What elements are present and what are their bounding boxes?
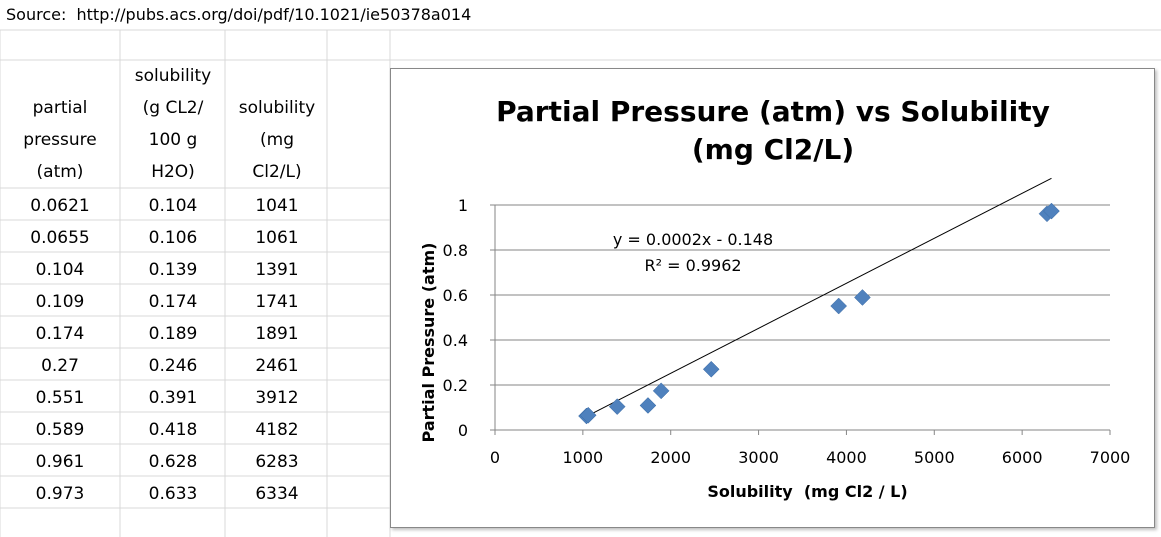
table-cell[interactable]: 3912	[255, 388, 299, 408]
table-cell[interactable]: 0.589	[35, 420, 85, 440]
table-cell[interactable]: 0.246	[148, 356, 198, 376]
data-point[interactable]	[854, 289, 871, 306]
table-cell[interactable]: 6283	[255, 452, 299, 472]
table-header-line: solubility	[238, 98, 316, 118]
table-cell[interactable]: 0.109	[35, 292, 85, 312]
y-tick-label: 0.2	[443, 376, 468, 395]
table-header-line: pressure	[23, 130, 97, 150]
plot-axes	[490, 204, 1111, 435]
y-tick-label: 1	[458, 196, 468, 215]
data-point[interactable]	[652, 382, 670, 400]
table-header-line: solubility	[134, 66, 212, 86]
table-cell[interactable]: 0.104	[148, 196, 198, 216]
y-tick-label: 0.4	[443, 331, 468, 350]
table-header-line: (atm)	[36, 162, 84, 182]
x-tick-label: 0	[490, 448, 500, 467]
x-tick-label: 6000	[1002, 448, 1043, 467]
x-axis-label: Solubility (mg Cl2 / L)	[707, 482, 907, 501]
data-point[interactable]	[1043, 202, 1060, 220]
x-tick-label: 2000	[650, 448, 691, 467]
scatter-chart: Partial Pressure (atm) vs Solubility (mg …	[419, 95, 1130, 501]
table-cell[interactable]: 6334	[255, 484, 299, 504]
chart-container[interactable]: Partial Pressure (atm) vs Solubility (mg …	[390, 68, 1155, 528]
table-cell[interactable]: 1391	[255, 260, 299, 280]
data-points	[578, 202, 1060, 425]
table-cell[interactable]: 2461	[255, 356, 299, 376]
trendline	[586, 177, 1052, 417]
table-cell[interactable]: 4182	[255, 420, 299, 440]
table-cell[interactable]: 0.391	[148, 388, 198, 408]
table-header-line: 100 g	[148, 130, 198, 150]
table-cell[interactable]: 0.0621	[30, 196, 90, 216]
y-tick-labels: 0 0.2 0.4 0.6 0.8 1	[443, 196, 468, 440]
trendline-equation: y = 0.0002x - 0.148	[613, 230, 773, 249]
chart-title-line: Partial Pressure (atm) vs Solubility	[496, 95, 1050, 128]
x-tick-label: 3000	[738, 448, 779, 467]
data-point[interactable]	[579, 406, 597, 424]
table-header-line: (g CL2/	[142, 98, 204, 118]
table-cell[interactable]: 1741	[255, 292, 299, 312]
source-citation: Source: http://pubs.acs.org/doi/pdf/10.1…	[6, 5, 472, 24]
table-header-line: Cl2/L)	[252, 162, 302, 182]
x-tick-labels: 0 1000 2000 3000 4000 5000 6000 7000	[490, 448, 1130, 467]
x-tick-label: 4000	[826, 448, 867, 467]
table-header-line: (mg	[260, 130, 294, 150]
trendline-group	[586, 177, 1052, 417]
data-point[interactable]	[702, 360, 720, 378]
table-cell[interactable]: 1041	[255, 196, 299, 216]
table-cell[interactable]: 0.961	[35, 452, 85, 472]
table-cell[interactable]: 0.174	[148, 292, 198, 312]
table-header-line: partial	[32, 98, 88, 118]
table-cell[interactable]: 1061	[255, 228, 299, 248]
y-axis-label: Partial Pressure (atm)	[419, 243, 438, 443]
table-cell[interactable]: 0.0655	[30, 228, 90, 248]
chart-title: Partial Pressure (atm) vs Solubility (mg …	[496, 95, 1050, 166]
y-tick-label: 0.8	[443, 241, 468, 260]
table-cell[interactable]: 0.973	[35, 484, 85, 504]
table-cell[interactable]: 0.551	[35, 388, 85, 408]
data-point[interactable]	[639, 397, 657, 414]
table-cell[interactable]: 0.628	[148, 452, 198, 472]
x-tick-label: 5000	[914, 448, 955, 467]
table-cell[interactable]: 0.139	[148, 260, 198, 280]
table-cell[interactable]: 0.104	[35, 260, 85, 280]
y-tick-label: 0.6	[443, 286, 468, 305]
data-point[interactable]	[830, 297, 848, 315]
y-gridlines	[495, 204, 1110, 431]
data-point[interactable]	[608, 398, 626, 415]
x-tick-label: 1000	[562, 448, 603, 467]
table-cell[interactable]: 0.174	[35, 324, 85, 344]
table-cell[interactable]: 1891	[255, 324, 299, 344]
table-header-line: H2O)	[151, 162, 195, 182]
table-cell[interactable]: 0.106	[148, 228, 198, 248]
table-cell[interactable]: 0.633	[148, 484, 198, 504]
table-cell[interactable]: 0.418	[148, 420, 198, 440]
table-cell[interactable]: 0.189	[148, 324, 198, 344]
table-cell[interactable]: 0.27	[41, 356, 79, 376]
chart-title-line: (mg Cl2/L)	[692, 133, 854, 166]
x-tick-label: 7000	[1090, 448, 1131, 467]
trendline-r-squared: R² = 0.9962	[644, 256, 741, 275]
y-tick-label: 0	[458, 421, 468, 440]
